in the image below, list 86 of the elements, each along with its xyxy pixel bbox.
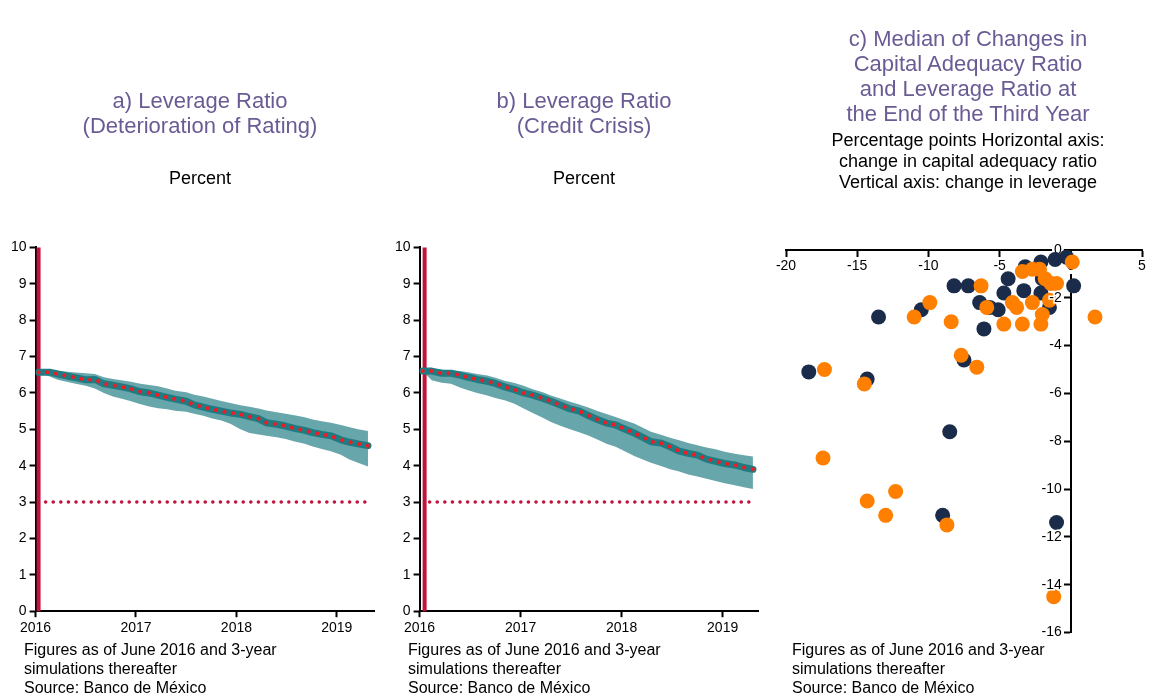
- point: [1049, 515, 1065, 531]
- point: [1087, 309, 1103, 325]
- point: [816, 362, 832, 378]
- point: [906, 309, 922, 325]
- point: [1024, 295, 1040, 311]
- point: [996, 316, 1012, 332]
- chart-title: a) Leverage Ratio (Deterioration of Rating): [81, 88, 319, 138]
- x-tick-label: 2016: [403, 619, 436, 636]
- text: Figures as of June 2016 and 3-year simulations thereafter: [408, 640, 662, 678]
- x-tick-label: -5: [993, 256, 1007, 273]
- y-tick-label: 1: [402, 565, 411, 582]
- point: [859, 493, 875, 509]
- point: [871, 309, 887, 325]
- point: [969, 359, 985, 375]
- source-note: Source: Banco de México: [408, 678, 592, 696]
- source-note: Source: Banco de México: [24, 678, 208, 696]
- y-tick-label: 4: [18, 456, 27, 473]
- y-tick-label: -10: [1041, 479, 1063, 496]
- chart-subtitle: Percentage points Horizontal axis: change in capital adequacy ratio Vertical axis: change in leverage: [830, 130, 1106, 193]
- y-tick-label: 10: [394, 238, 411, 255]
- x-tick-label: 2016: [19, 619, 52, 636]
- y-tick-label: 8: [402, 311, 411, 328]
- point: [996, 285, 1012, 301]
- x-tick-label: 2017: [120, 619, 152, 636]
- point: [1066, 278, 1082, 294]
- y-tick-label: -12: [1041, 527, 1063, 544]
- y-tick-label: -4: [1049, 336, 1063, 353]
- point: [976, 321, 992, 337]
- x-tick-label: 2019: [707, 619, 739, 636]
- text: Figures as of June 2016 and 3-year simulations thereafter: [24, 640, 278, 678]
- point: [856, 376, 872, 392]
- point: [801, 364, 817, 380]
- chart-title: c) Median of Changes in Capital Adequacy Ratio and Leverage Ratio at the End of the Third Year: [845, 26, 1091, 126]
- source-note: Source: Banco de México: [792, 678, 976, 696]
- y-tick-label: 5: [18, 420, 27, 437]
- y-tick-label: 0: [18, 602, 27, 619]
- x-tick-label: 2019: [321, 619, 353, 636]
- point: [1064, 254, 1080, 270]
- point: [973, 278, 989, 294]
- x-tick-label: 2018: [606, 619, 638, 636]
- x-tick-label: 5: [1138, 256, 1147, 273]
- y-tick-label: 6: [18, 383, 27, 400]
- point: [1033, 316, 1049, 332]
- point: [922, 295, 938, 311]
- y-tick-label: -8: [1049, 432, 1063, 449]
- y-tick-label: 0: [402, 602, 411, 619]
- point: [1016, 283, 1032, 299]
- y-tick-label: 9: [18, 274, 27, 291]
- y-tick-label: 3: [402, 492, 411, 509]
- point: [878, 507, 894, 523]
- y-tick-label: 7: [402, 347, 411, 364]
- point: [939, 517, 955, 533]
- y-tick-label: 1: [18, 565, 27, 582]
- y-tick-label: 10: [10, 238, 27, 255]
- point: [1000, 271, 1016, 287]
- point: [943, 314, 959, 330]
- y-tick-label: -16: [1041, 623, 1063, 640]
- chart-subtitle: Percent: [167, 168, 232, 189]
- y-tick-label: 2: [18, 529, 27, 546]
- y-tick-label: 2: [402, 529, 411, 546]
- y-tick-label: 7: [18, 347, 27, 364]
- x-tick-label: 2017: [505, 619, 537, 636]
- point: [1046, 589, 1062, 605]
- point: [960, 278, 976, 294]
- y-tick-label: 6: [402, 383, 411, 400]
- y-tick-label: -6: [1049, 384, 1063, 401]
- y-tick-label: 5: [402, 420, 411, 437]
- point: [1014, 316, 1030, 332]
- y-tick-label: 4: [402, 456, 411, 473]
- text: Figures as of June 2016 and 3-year simulations thereafter: [792, 640, 1046, 678]
- point: [942, 424, 958, 440]
- x-tick-label: -15: [847, 256, 868, 273]
- x-tick-label: -20: [775, 256, 797, 273]
- y-tick-label: -14: [1041, 575, 1063, 592]
- y-tick-label: 8: [18, 311, 27, 328]
- chart-subtitle: Percent: [551, 168, 616, 189]
- point: [946, 278, 962, 294]
- x-tick-label: -10: [918, 256, 939, 273]
- y-tick-label: 3: [18, 492, 27, 509]
- x-tick-label: 2018: [220, 619, 253, 636]
- point: [953, 347, 969, 363]
- point: [1009, 299, 1025, 315]
- point: [815, 450, 831, 466]
- y-tick-label: 9: [402, 274, 411, 291]
- chart-title: b) Leverage Ratio (Credit Crisis): [495, 88, 673, 138]
- point: [888, 483, 904, 499]
